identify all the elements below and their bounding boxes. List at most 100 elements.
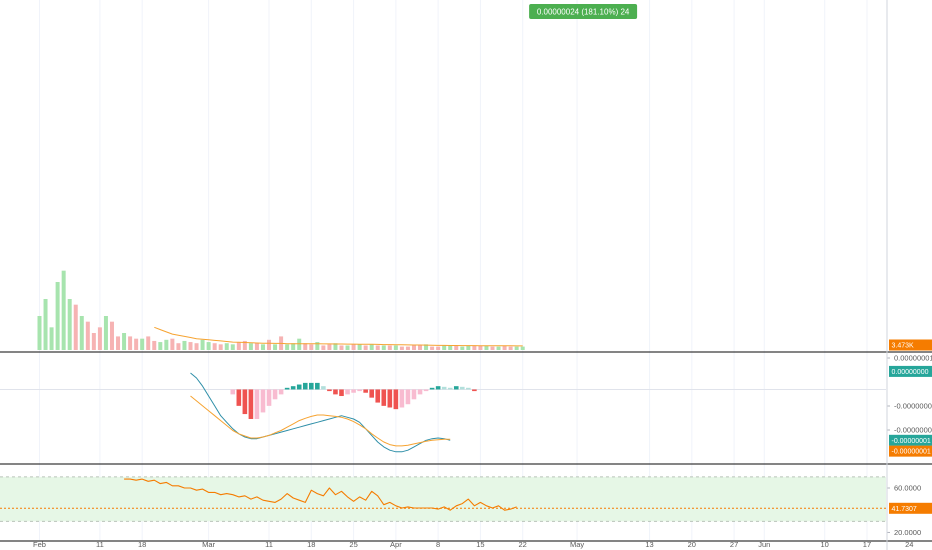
- price-tag-label: 3.473K: [892, 343, 915, 350]
- volume-bar: [55, 282, 60, 350]
- date-axis-label: Feb: [33, 540, 46, 549]
- macd-histogram-bar: [411, 389, 417, 400]
- macd-histogram-bar: [357, 389, 362, 392]
- volume-bar: [79, 316, 84, 350]
- volume-bar: [67, 299, 72, 350]
- macd-histogram-bar: [278, 389, 284, 395]
- volume-bar: [254, 343, 259, 350]
- volume-bar: [176, 343, 181, 350]
- price-tag-label: -0.00000001: [892, 449, 931, 456]
- rsi-line: [124, 478, 517, 511]
- volume-bar: [285, 344, 290, 350]
- volume-bar: [321, 345, 326, 350]
- volume-bar: [242, 340, 247, 350]
- volume-bar: [357, 344, 362, 350]
- macd-histogram-bar: [351, 389, 356, 393]
- macd-histogram-bar: [375, 389, 381, 403]
- volume-bar: [212, 343, 217, 350]
- measure-label-box: [529, 4, 638, 19]
- volume-bar: [97, 327, 102, 350]
- macd-histogram-bar: [435, 386, 441, 390]
- date-axis-label: 15: [476, 540, 484, 549]
- volume-bar: [411, 345, 416, 350]
- price-tag-box: [889, 339, 932, 351]
- volume-bar: [122, 333, 127, 350]
- date-axis-label: Mar: [202, 540, 215, 549]
- macd-histogram-bar: [296, 384, 302, 390]
- volume-bar: [170, 338, 175, 350]
- date-axis-label: 10: [821, 540, 829, 549]
- volume-bar: [333, 343, 338, 350]
- volume-bar: [273, 344, 278, 350]
- volume-bar: [399, 346, 404, 350]
- volume-bar: [91, 333, 96, 350]
- date-axis-label: Apr: [390, 540, 402, 549]
- price-axis[interactable]: 0.000000380.000000340.000000300.00000026…: [887, 0, 932, 550]
- rsi-band: [0, 476, 886, 522]
- date-axis-label: 25: [349, 540, 357, 549]
- volume-bar: [472, 345, 477, 350]
- date-axis-label: 24: [905, 540, 913, 549]
- volume-bar: [520, 346, 525, 350]
- volume-ma-line: [154, 326, 523, 347]
- macd-axis-label: 0.00000001: [894, 354, 932, 363]
- volume-bar: [236, 342, 241, 350]
- macd-histogram-bar: [460, 386, 465, 390]
- volume-bar: [218, 344, 223, 350]
- volume-bar: [224, 343, 229, 350]
- macd-histogram-bar: [387, 389, 393, 408]
- macd-histogram-bar: [345, 389, 350, 395]
- macd-histogram-bar: [321, 386, 326, 390]
- volume-bar: [393, 345, 398, 350]
- macd-histogram-bar: [423, 389, 429, 392]
- volume-bar: [454, 345, 459, 350]
- volume-bar: [442, 345, 447, 350]
- date-axis-label: 11: [265, 540, 273, 549]
- volume-bar: [327, 344, 332, 350]
- volume-bar: [315, 342, 320, 350]
- volume-bar: [260, 344, 265, 350]
- macd-histogram-bar: [381, 389, 387, 406]
- volume-bar: [200, 339, 205, 350]
- macd-signal-line: [190, 395, 451, 447]
- volume-bar: [158, 342, 163, 350]
- volume-bar: [345, 345, 350, 350]
- macd-panel[interactable]: [0, 372, 886, 453]
- volume-bar: [61, 270, 66, 350]
- macd-histogram-bar: [309, 382, 314, 390]
- date-axis-label: 18: [138, 540, 146, 549]
- macd-histogram-bar: [405, 389, 411, 405]
- macd-histogram-bar: [266, 389, 272, 406]
- rsi-panel[interactable]: [0, 476, 886, 522]
- volume-bar: [418, 345, 423, 350]
- grid-lines: [39, 0, 910, 540]
- volume-bar: [436, 346, 441, 350]
- rsi-axis-label: 60.0000: [894, 484, 921, 493]
- macd-histogram-bar: [230, 389, 236, 395]
- volume-bar: [188, 342, 193, 350]
- macd-histogram-bar: [472, 389, 477, 392]
- volume-bar: [267, 339, 272, 350]
- rsi-axis-label: 20.0000: [894, 528, 921, 537]
- volume-bar: [206, 342, 211, 350]
- date-axis-label: 11: [96, 540, 104, 549]
- volume-bar: [152, 340, 157, 350]
- volume-bar: [369, 344, 374, 350]
- macd-histogram-bar: [393, 389, 399, 410]
- volume-bar: [460, 346, 465, 350]
- macd-histogram-bar: [339, 389, 344, 397]
- macd-histogram-bar: [453, 386, 459, 390]
- date-axis[interactable]: Feb 11 18 Mar 11 18 25 Apr 8 15 22 May 13 20 27 Jun 10 17…: [33, 540, 913, 549]
- volume-bar: [303, 343, 308, 350]
- volume-bar: [230, 344, 235, 350]
- macd-histogram-bar: [302, 382, 308, 390]
- axis-background: [887, 0, 932, 550]
- volume-bar: [375, 345, 380, 350]
- macd-histogram-bar: [284, 387, 290, 390]
- date-axis-label: 22: [519, 540, 527, 549]
- macd-histogram-bar: [260, 389, 266, 413]
- volume-bar: [478, 345, 483, 350]
- macd-axis-label: -0.00000001: [894, 402, 932, 411]
- volume-bar: [502, 345, 507, 350]
